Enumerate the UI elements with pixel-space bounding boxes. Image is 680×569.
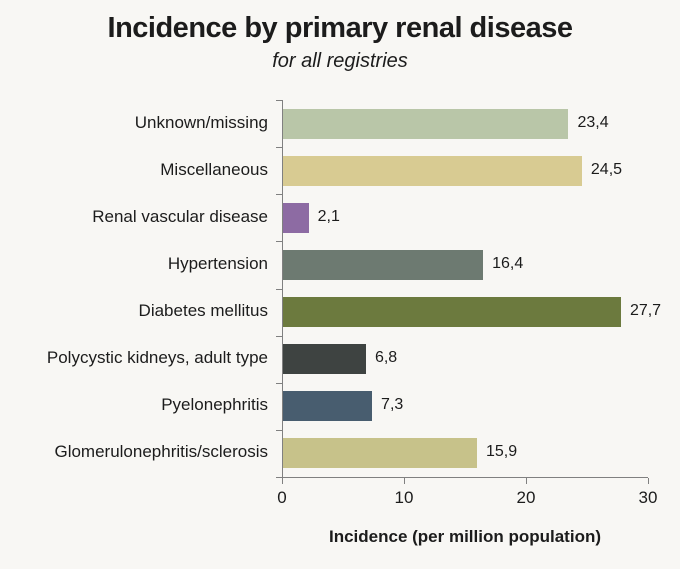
y-axis-tick <box>276 100 282 101</box>
bar-value-label: 15,9 <box>485 443 518 461</box>
chart-subtitle: for all registries <box>272 50 408 72</box>
x-axis-line <box>282 477 648 478</box>
y-axis-tick <box>276 429 282 431</box>
y-axis-tick <box>276 147 282 149</box>
x-axis-tick-label: 20 <box>516 488 536 507</box>
bar-value-label: 2,1 <box>317 207 340 225</box>
y-axis-tick <box>276 194 282 196</box>
bar <box>283 155 582 186</box>
bar-value-label: 7,3 <box>381 396 404 414</box>
bar <box>283 108 569 139</box>
category-label: Renal vascular disease <box>92 206 268 226</box>
chart-title: Incidence by primary renal disease <box>107 12 573 44</box>
bar-value-label: 16,4 <box>492 254 524 272</box>
category-label: Glomerulonephritis/sclerosis <box>54 442 268 462</box>
x-axis-tick <box>282 478 283 484</box>
bar <box>283 344 366 375</box>
x-axis-tick <box>404 478 405 484</box>
y-axis-line <box>282 100 283 477</box>
category-label: Pyelonephritis <box>161 395 268 415</box>
category-label: Diabetes mellitus <box>138 301 268 321</box>
x-axis-tick <box>526 478 527 484</box>
bar <box>283 438 477 469</box>
bar-value-label: 23,4 <box>577 113 609 131</box>
bar <box>283 202 309 233</box>
category-label: Hypertension <box>167 253 268 273</box>
category-label: Polycystic kidneys, adult type <box>46 348 268 368</box>
bar-value-label: 27,7 <box>629 302 662 320</box>
y-axis-tick <box>276 241 282 243</box>
x-axis-tick-label: 0 <box>277 488 287 507</box>
x-axis-tick-label: 30 <box>638 488 658 507</box>
y-axis-tick <box>276 382 282 384</box>
bar-value-label: 24,5 <box>590 160 623 178</box>
bar-value-label: 6,8 <box>374 349 398 367</box>
category-label: Miscellaneous <box>160 159 268 179</box>
category-label: Unknown/missing <box>134 112 268 132</box>
bar <box>283 391 373 422</box>
bar <box>283 297 621 328</box>
x-axis-tick <box>648 478 649 484</box>
y-axis-tick <box>276 335 282 337</box>
y-axis-tick <box>276 288 282 290</box>
y-axis-tick <box>276 477 282 478</box>
x-axis-tick-label: 10 <box>394 488 414 507</box>
x-axis-label: Incidence (per million population) <box>328 527 601 546</box>
bar <box>283 249 484 280</box>
